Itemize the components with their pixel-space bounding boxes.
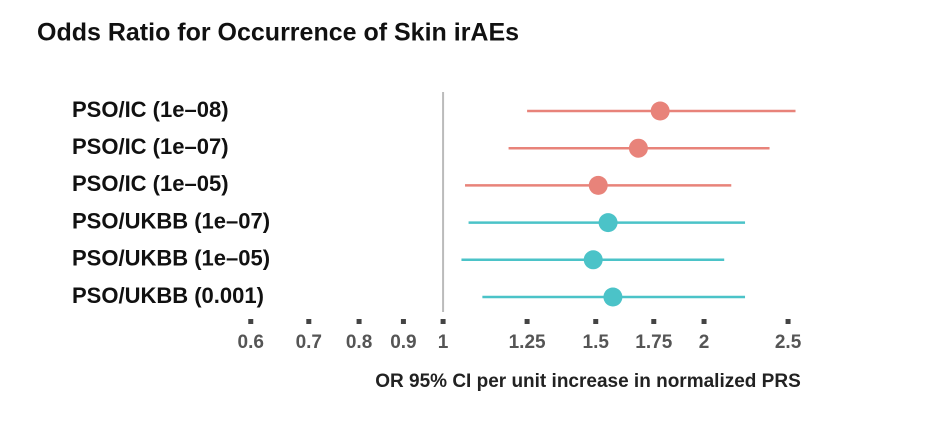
x-tick-label: 0.8 bbox=[346, 332, 372, 353]
x-tick-label: 1 bbox=[438, 332, 449, 353]
y-tick-label: PSO/UKBB (0.001) bbox=[72, 283, 264, 308]
x-tick-label: 0.6 bbox=[238, 332, 264, 353]
x-tick-label: 2.5 bbox=[775, 332, 802, 353]
point-estimate bbox=[603, 287, 623, 307]
x-tick-mark bbox=[651, 319, 657, 324]
x-axis-label: OR 95% CI per unit increase in normalize… bbox=[375, 371, 801, 392]
x-tick-mark bbox=[593, 319, 599, 324]
y-tick-label: PSO/IC (1e–08) bbox=[72, 97, 229, 122]
chart-title: Odds Ratio for Occurrence of Skin irAEs bbox=[37, 19, 519, 47]
y-tick-label: PSO/UKBB (1e–05) bbox=[72, 246, 270, 271]
x-tick-mark bbox=[248, 319, 254, 324]
point-estimate bbox=[588, 175, 608, 195]
x-tick-label: 1.5 bbox=[583, 332, 610, 353]
x-tick-label: 0.7 bbox=[296, 332, 322, 353]
y-tick-label: PSO/IC (1e–05) bbox=[72, 171, 229, 196]
x-tick-label: 1.75 bbox=[635, 332, 672, 353]
x-tick-label: 2 bbox=[699, 332, 710, 353]
x-tick-mark bbox=[356, 319, 362, 324]
point-estimate bbox=[650, 101, 670, 121]
x-tick-mark bbox=[785, 319, 791, 324]
point-estimate bbox=[598, 213, 618, 233]
x-tick-mark bbox=[306, 319, 312, 324]
point-estimate bbox=[628, 138, 648, 158]
x-tick-mark bbox=[524, 319, 530, 324]
x-tick-mark bbox=[440, 319, 446, 324]
x-tick-label: 1.25 bbox=[509, 332, 546, 353]
point-estimate bbox=[583, 250, 603, 270]
x-tick-mark bbox=[400, 319, 406, 324]
x-tick-mark bbox=[701, 319, 707, 324]
y-tick-label: PSO/IC (1e–07) bbox=[72, 134, 229, 159]
y-tick-label: PSO/UKBB (1e–07) bbox=[72, 208, 270, 233]
x-tick-label: 0.9 bbox=[390, 332, 416, 353]
